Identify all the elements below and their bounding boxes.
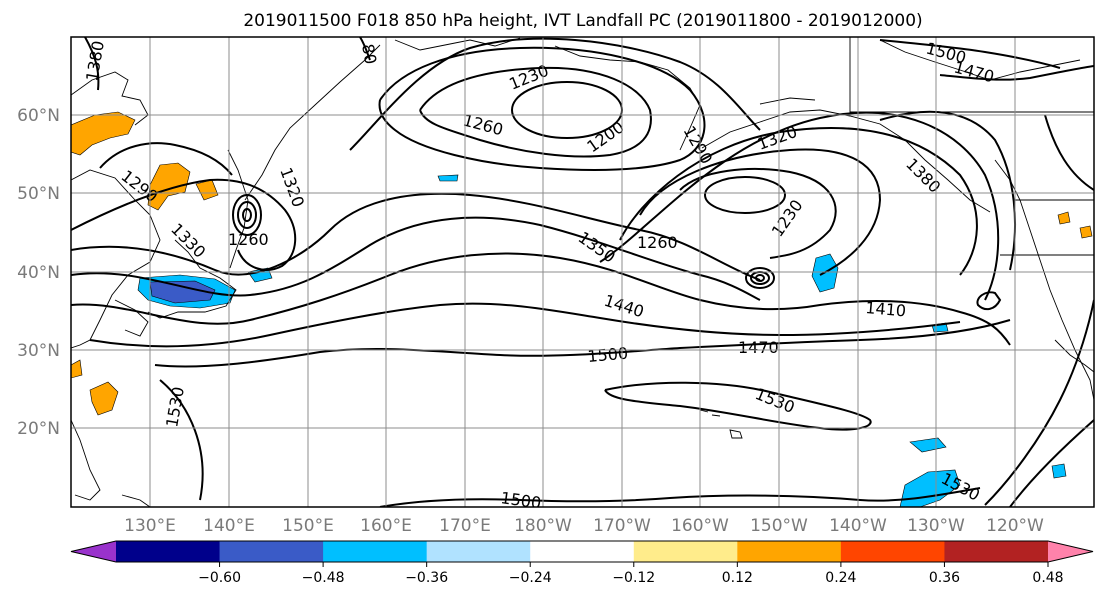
longitude-axis: 130°E 140°E 150°E 160°E 170°E 180°W 170°… bbox=[124, 516, 1044, 536]
contour-label: 80 bbox=[358, 42, 380, 65]
map-title: 2019011500 F018 850 hPa height, IVT Land… bbox=[243, 11, 922, 31]
ivt-positive-region bbox=[71, 359, 83, 379]
contour-label: 1410 bbox=[865, 298, 907, 320]
lat-tick-label: 20°N bbox=[17, 419, 60, 439]
colorbar-tick-label: −0.60 bbox=[198, 570, 241, 586]
ivt-positive-region bbox=[89, 381, 119, 416]
colorbar-tick-label: −0.12 bbox=[612, 570, 655, 586]
contour-label: 1260 bbox=[228, 230, 269, 249]
colorbar-tick-label: 0.24 bbox=[825, 570, 856, 586]
colorbar-outline bbox=[70, 540, 1094, 563]
colorbar-extend-high bbox=[1048, 541, 1093, 562]
colorbar-segment bbox=[530, 541, 635, 562]
colorbar-tick-label: −0.24 bbox=[509, 570, 552, 586]
colorbar-tick-label: −0.36 bbox=[405, 570, 448, 586]
graticule bbox=[71, 37, 1094, 507]
colorbar-segment bbox=[426, 541, 531, 562]
ivt-positive-region bbox=[147, 162, 191, 211]
ivt-negative-region bbox=[909, 437, 947, 453]
colorbar-segment bbox=[944, 541, 1049, 562]
colorbar-tick-label: 0.12 bbox=[722, 570, 753, 586]
lon-tick-label: 120°W bbox=[986, 516, 1044, 536]
lon-tick-label: 180°W bbox=[514, 516, 572, 536]
contour-label: 1260 bbox=[637, 233, 678, 252]
contour-label: 1500 bbox=[587, 344, 629, 366]
colorbar-tick-label: −0.48 bbox=[302, 570, 345, 586]
lon-tick-label: 130°W bbox=[907, 516, 965, 536]
ivt-negative-region bbox=[1051, 463, 1067, 479]
colorbar-segment bbox=[116, 541, 221, 562]
lat-tick-label: 60°N bbox=[17, 106, 60, 126]
colorbar-extend-low bbox=[71, 541, 116, 562]
lat-tick-label: 30°N bbox=[17, 341, 60, 361]
colorbar-segment bbox=[737, 541, 842, 562]
lon-tick-label: 150°W bbox=[750, 516, 808, 536]
map-frame bbox=[70, 36, 1095, 508]
colorbar-segment bbox=[840, 541, 945, 562]
lon-tick-label: 140°W bbox=[829, 516, 887, 536]
colorbar-segment bbox=[633, 541, 738, 562]
ivt-negative-region bbox=[149, 280, 216, 304]
ivt-negative-region bbox=[437, 174, 459, 182]
lon-tick-label: 170°W bbox=[593, 516, 651, 536]
ivt-positive-region bbox=[1057, 211, 1071, 225]
contour-label: 1470 bbox=[738, 338, 779, 357]
colorbar-tick-label: 0.36 bbox=[929, 570, 960, 586]
lat-tick-label: 50°N bbox=[17, 184, 60, 204]
lon-tick-label: 140°E bbox=[203, 516, 255, 536]
lon-tick-label: 170°E bbox=[439, 516, 491, 536]
colorbar-segment bbox=[323, 541, 428, 562]
colorbar: −0.60 −0.48 −0.36 −0.24 −0.12 0.12 0.24 0.36 0.4… bbox=[70, 540, 1094, 586]
colorbar-segment bbox=[219, 541, 324, 562]
contour-label: 1500 bbox=[499, 488, 542, 512]
lon-tick-label: 160°E bbox=[360, 516, 412, 536]
lon-tick-label: 130°E bbox=[124, 516, 176, 536]
latitude-axis: 60°N 50°N 40°N 30°N 20°N bbox=[17, 106, 60, 439]
ivt-positive-region bbox=[71, 111, 136, 156]
lon-tick-label: 150°E bbox=[282, 516, 334, 536]
colorbar-tick-label: 0.48 bbox=[1032, 570, 1063, 586]
ivt-positive-region bbox=[1079, 225, 1093, 239]
lon-tick-label: 160°W bbox=[671, 516, 729, 536]
lat-tick-label: 40°N bbox=[17, 263, 60, 283]
